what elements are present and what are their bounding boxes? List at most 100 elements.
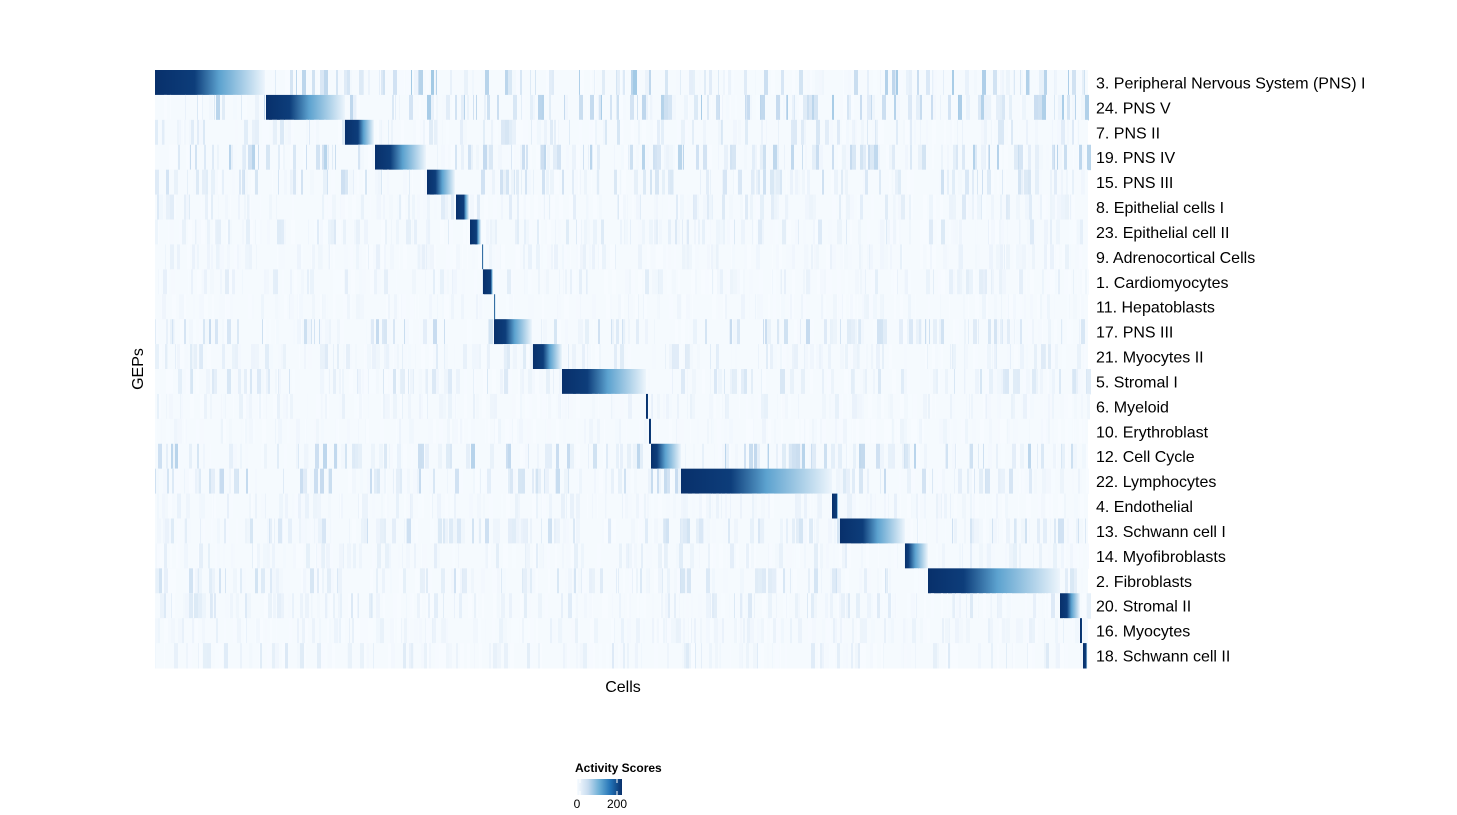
noise-stripe — [528, 269, 531, 295]
noise-stripe — [637, 443, 640, 470]
noise-stripe — [960, 269, 962, 295]
noise-stripe — [589, 244, 591, 270]
noise-stripe — [941, 219, 945, 245]
noise-stripe — [816, 244, 819, 270]
noise-stripe — [474, 593, 476, 619]
noise-stripe — [1073, 543, 1077, 569]
noise-stripe — [593, 219, 597, 245]
noise-stripe — [580, 643, 583, 669]
noise-stripe — [1070, 568, 1074, 594]
noise-stripe — [700, 169, 701, 196]
noise-stripe — [216, 219, 217, 245]
noise-stripe — [408, 493, 410, 519]
noise-stripe — [687, 568, 691, 594]
noise-stripe — [938, 543, 940, 569]
noise-stripe — [189, 319, 193, 345]
noise-stripe — [299, 294, 303, 320]
noise-stripe — [878, 144, 880, 171]
noise-stripe — [871, 618, 875, 644]
noise-stripe — [817, 518, 819, 544]
noise-stripe — [269, 319, 271, 345]
noise-stripe — [794, 543, 795, 569]
noise-stripe — [958, 94, 959, 121]
noise-stripe — [226, 294, 230, 320]
noise-stripe — [916, 319, 919, 345]
noise-stripe — [523, 119, 527, 146]
noise-stripe — [277, 443, 279, 470]
noise-stripe — [846, 119, 849, 146]
noise-stripe — [1074, 119, 1077, 146]
noise-stripe — [232, 344, 235, 370]
noise-stripe — [246, 94, 247, 121]
noise-stripe — [384, 443, 387, 470]
noise-stripe — [762, 219, 764, 245]
noise-stripe — [189, 144, 190, 171]
noise-stripe — [831, 169, 834, 196]
noise-stripe — [858, 643, 860, 669]
noise-stripe — [302, 618, 305, 644]
noise-stripe — [169, 144, 173, 171]
noise-stripe — [606, 94, 610, 121]
noise-stripe — [527, 393, 529, 420]
noise-stripe — [835, 418, 837, 445]
noise-stripe — [604, 443, 606, 470]
noise-stripe — [710, 593, 711, 619]
noise-stripe — [780, 369, 783, 395]
noise-stripe — [390, 443, 393, 470]
noise-stripe — [1013, 244, 1014, 270]
noise-stripe — [203, 319, 205, 345]
noise-stripe — [671, 618, 675, 644]
noise-stripe — [945, 443, 946, 470]
noise-stripe — [808, 244, 809, 270]
noise-stripe — [445, 443, 446, 470]
noise-stripe — [685, 244, 687, 270]
noise-stripe — [972, 543, 975, 569]
noise-stripe — [551, 393, 552, 420]
noise-stripe — [1054, 244, 1055, 270]
noise-stripe — [842, 119, 846, 146]
noise-stripe — [1000, 344, 1003, 370]
noise-stripe — [520, 393, 522, 420]
noise-stripe — [329, 468, 332, 495]
noise-stripe — [482, 219, 486, 245]
noise-stripe — [584, 618, 588, 644]
noise-stripe — [331, 568, 334, 594]
noise-stripe — [172, 468, 174, 495]
noise-stripe — [671, 593, 674, 619]
noise-stripe — [605, 119, 607, 146]
noise-stripe — [251, 169, 254, 196]
noise-stripe — [355, 344, 357, 370]
noise-stripe — [418, 369, 419, 395]
noise-stripe — [688, 618, 689, 644]
noise-stripe — [919, 568, 920, 594]
noise-stripe — [599, 643, 602, 669]
noise-stripe — [177, 344, 180, 370]
noise-stripe — [520, 70, 522, 96]
noise-stripe — [1072, 369, 1073, 395]
noise-stripe — [744, 443, 746, 470]
noise-stripe — [452, 94, 455, 121]
noise-stripe — [654, 219, 656, 245]
noise-stripe — [762, 593, 766, 619]
noise-stripe — [1025, 518, 1027, 544]
noise-stripe — [334, 618, 338, 644]
noise-stripe — [314, 418, 316, 445]
noise-stripe — [832, 568, 835, 594]
noise-stripe — [344, 269, 345, 295]
noise-stripe — [444, 344, 445, 370]
noise-stripe — [294, 319, 295, 345]
noise-stripe — [359, 269, 362, 295]
noise-stripe — [850, 219, 852, 245]
noise-stripe — [824, 269, 826, 295]
noise-stripe — [1040, 194, 1042, 220]
noise-stripe — [1038, 319, 1042, 345]
noise-stripe — [923, 518, 926, 544]
noise-stripe — [893, 418, 894, 445]
noise-stripe — [948, 643, 950, 669]
noise-stripe — [320, 319, 322, 345]
noise-stripe — [933, 194, 936, 220]
noise-stripe — [324, 119, 326, 146]
noise-stripe — [663, 393, 665, 420]
noise-stripe — [201, 518, 203, 544]
noise-stripe — [914, 119, 916, 146]
